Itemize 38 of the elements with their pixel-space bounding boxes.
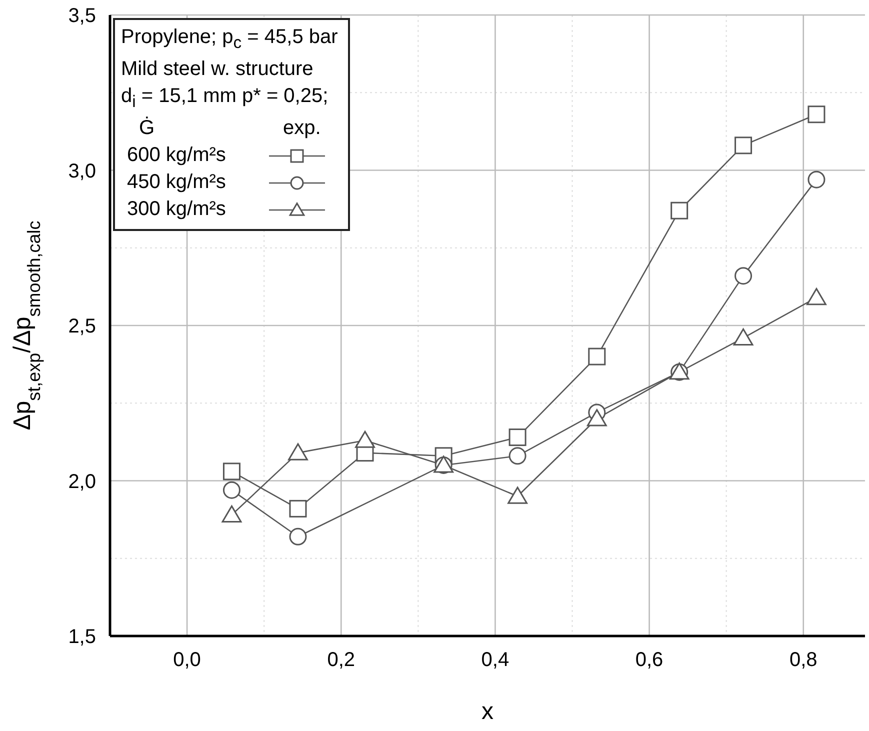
point xyxy=(808,106,826,124)
point xyxy=(289,500,307,518)
point xyxy=(806,288,826,306)
x-tick-label: 0,0 xyxy=(173,649,201,672)
x-tick-label: 0,8 xyxy=(789,649,818,672)
point xyxy=(508,486,528,504)
point xyxy=(734,136,752,154)
point xyxy=(508,428,526,446)
point xyxy=(733,328,754,346)
annotation: Propylene; p$_{c}$ = 45,5 bar xyxy=(121,26,338,52)
legend-label: 600 kg/m²s xyxy=(126,143,227,168)
legend-label: 300 kg/m²s xyxy=(126,197,227,222)
point xyxy=(670,202,688,220)
y-tick-label: 1,5 xyxy=(68,626,96,648)
x-axis-title: x xyxy=(482,698,494,725)
point xyxy=(222,481,240,499)
point xyxy=(222,462,240,480)
point xyxy=(288,443,308,460)
point xyxy=(734,267,752,285)
point xyxy=(508,447,526,465)
y-tick-label: 2,0 xyxy=(68,470,96,493)
y-tick-label: 3,5 xyxy=(68,5,96,28)
point xyxy=(588,348,606,366)
point xyxy=(355,430,375,448)
y-tick-label: 3,0 xyxy=(68,160,96,182)
point xyxy=(586,409,607,426)
x-tick-label: 0,6 xyxy=(635,649,664,672)
annotation: exp. xyxy=(283,117,321,139)
annotation: Mild steel w. structure xyxy=(121,58,314,80)
point xyxy=(289,528,307,546)
legend-label: 450 kg/m²s xyxy=(126,170,227,195)
annotation: d$_{i}$ = 15,1 mm p* = 0,25; xyxy=(121,85,328,111)
point xyxy=(808,170,826,188)
legend-title: Ġ xyxy=(138,116,156,141)
y-tick-label: 2,5 xyxy=(68,316,96,338)
x-tick-label: 0,4 xyxy=(481,649,510,672)
x-tick-label: 0,2 xyxy=(327,649,356,672)
point xyxy=(222,505,242,522)
